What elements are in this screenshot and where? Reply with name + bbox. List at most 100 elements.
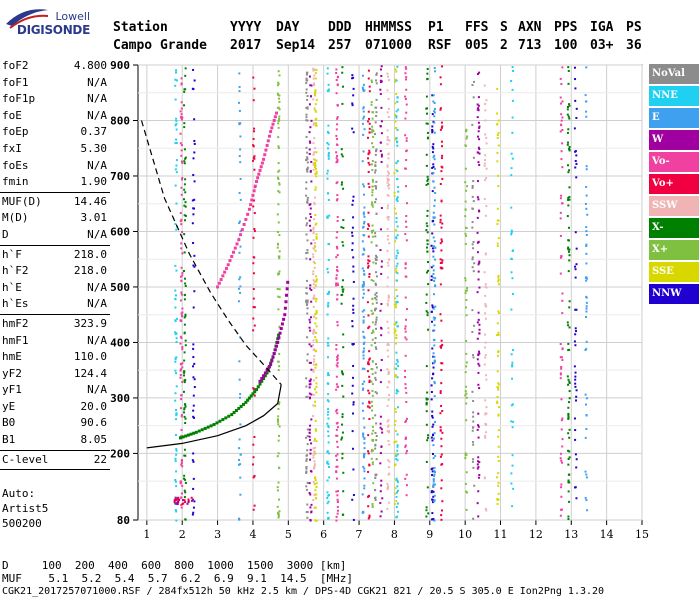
param-row: D N/A bbox=[0, 227, 110, 244]
echo-point bbox=[336, 385, 339, 388]
echo-point bbox=[239, 336, 242, 339]
echo-point bbox=[309, 321, 312, 324]
echo-point bbox=[510, 231, 513, 234]
trace-point bbox=[279, 327, 283, 331]
echo-point bbox=[441, 409, 444, 412]
echo-point bbox=[278, 191, 281, 194]
echo-point bbox=[396, 144, 399, 147]
echo-point bbox=[327, 143, 330, 146]
echo-point bbox=[183, 370, 186, 373]
echo-point bbox=[512, 348, 515, 351]
echo-point bbox=[584, 94, 587, 97]
param-name: C-level bbox=[2, 452, 49, 466]
logo-swoosh-icon bbox=[6, 9, 49, 29]
echo-point bbox=[575, 116, 578, 119]
echo-point bbox=[440, 509, 443, 512]
echo-point bbox=[426, 122, 429, 125]
echo-point bbox=[432, 172, 435, 175]
param-name: h`E bbox=[2, 280, 22, 294]
echo-point bbox=[381, 497, 384, 500]
echo-point bbox=[367, 223, 370, 226]
echo-point bbox=[567, 324, 570, 327]
echo-point bbox=[485, 142, 488, 145]
echo-point bbox=[379, 502, 382, 505]
trace-point bbox=[232, 411, 236, 415]
echo-point bbox=[305, 257, 308, 260]
echo-point bbox=[426, 439, 429, 442]
echo-point bbox=[277, 295, 280, 298]
logo-line-2: DIGISONDE bbox=[16, 23, 90, 37]
echo-point bbox=[478, 260, 481, 263]
echo-point bbox=[184, 501, 187, 504]
echo-point bbox=[314, 172, 317, 175]
echo-point bbox=[180, 193, 183, 196]
echo-point bbox=[477, 353, 480, 356]
echo-point bbox=[471, 330, 474, 333]
echo-point bbox=[477, 383, 480, 386]
echo-point bbox=[478, 350, 481, 353]
trace-point bbox=[228, 259, 232, 263]
echo-point bbox=[310, 368, 313, 371]
echo-point bbox=[175, 171, 178, 174]
echo-point bbox=[388, 501, 391, 504]
echo-point bbox=[380, 428, 383, 431]
echo-point bbox=[430, 398, 433, 401]
echo-point bbox=[559, 272, 562, 275]
echo-point bbox=[379, 125, 382, 128]
echo-point bbox=[440, 369, 443, 372]
echo-point bbox=[561, 359, 564, 362]
echo-point bbox=[175, 128, 178, 131]
echo-point bbox=[363, 380, 366, 383]
trace-point bbox=[216, 285, 220, 289]
echo-point bbox=[404, 98, 407, 101]
echo-point bbox=[575, 247, 578, 250]
echo-point bbox=[386, 261, 389, 264]
echo-point bbox=[386, 386, 389, 389]
echo-point bbox=[496, 499, 499, 502]
echo-point bbox=[485, 205, 488, 208]
echo-point bbox=[464, 200, 467, 203]
echo-point bbox=[183, 474, 186, 477]
echo-point bbox=[367, 266, 370, 269]
echo-point bbox=[368, 402, 371, 405]
echo-point bbox=[375, 392, 378, 395]
echo-point bbox=[305, 106, 308, 109]
x-tick-label: 10 bbox=[458, 528, 472, 541]
echo-point bbox=[432, 457, 435, 460]
echo-point bbox=[432, 316, 435, 319]
param-row: foE N/A bbox=[0, 108, 110, 125]
echo-point bbox=[238, 191, 241, 194]
echo-point bbox=[404, 445, 407, 448]
echo-point bbox=[341, 290, 344, 293]
echo-point bbox=[175, 123, 178, 126]
echo-point bbox=[335, 383, 338, 386]
echo-point bbox=[184, 518, 187, 521]
echo-point bbox=[363, 426, 366, 429]
echo-point bbox=[567, 270, 570, 273]
echo-point bbox=[471, 266, 474, 269]
echo-point bbox=[193, 151, 196, 154]
echo-point bbox=[388, 443, 391, 446]
echo-point bbox=[174, 168, 177, 171]
echo-point bbox=[362, 133, 365, 136]
echo-point bbox=[180, 398, 183, 401]
header-value-p1: RSF bbox=[428, 38, 452, 53]
echo-point bbox=[405, 318, 408, 321]
echo-point bbox=[342, 85, 345, 88]
echo-point bbox=[328, 290, 331, 293]
echo-point bbox=[395, 126, 398, 129]
echo-point bbox=[179, 132, 182, 135]
echo-point bbox=[310, 242, 313, 245]
echo-point bbox=[473, 262, 476, 265]
echo-point bbox=[433, 355, 436, 358]
echo-point bbox=[585, 499, 588, 502]
echo-point bbox=[184, 421, 187, 424]
echo-point bbox=[183, 374, 186, 377]
echo-point bbox=[363, 487, 366, 490]
echo-point bbox=[238, 447, 241, 450]
echo-point bbox=[252, 329, 255, 332]
echo-point bbox=[371, 432, 374, 435]
echo-point bbox=[434, 317, 437, 320]
trace-point bbox=[194, 430, 198, 434]
echo-point bbox=[439, 221, 442, 224]
